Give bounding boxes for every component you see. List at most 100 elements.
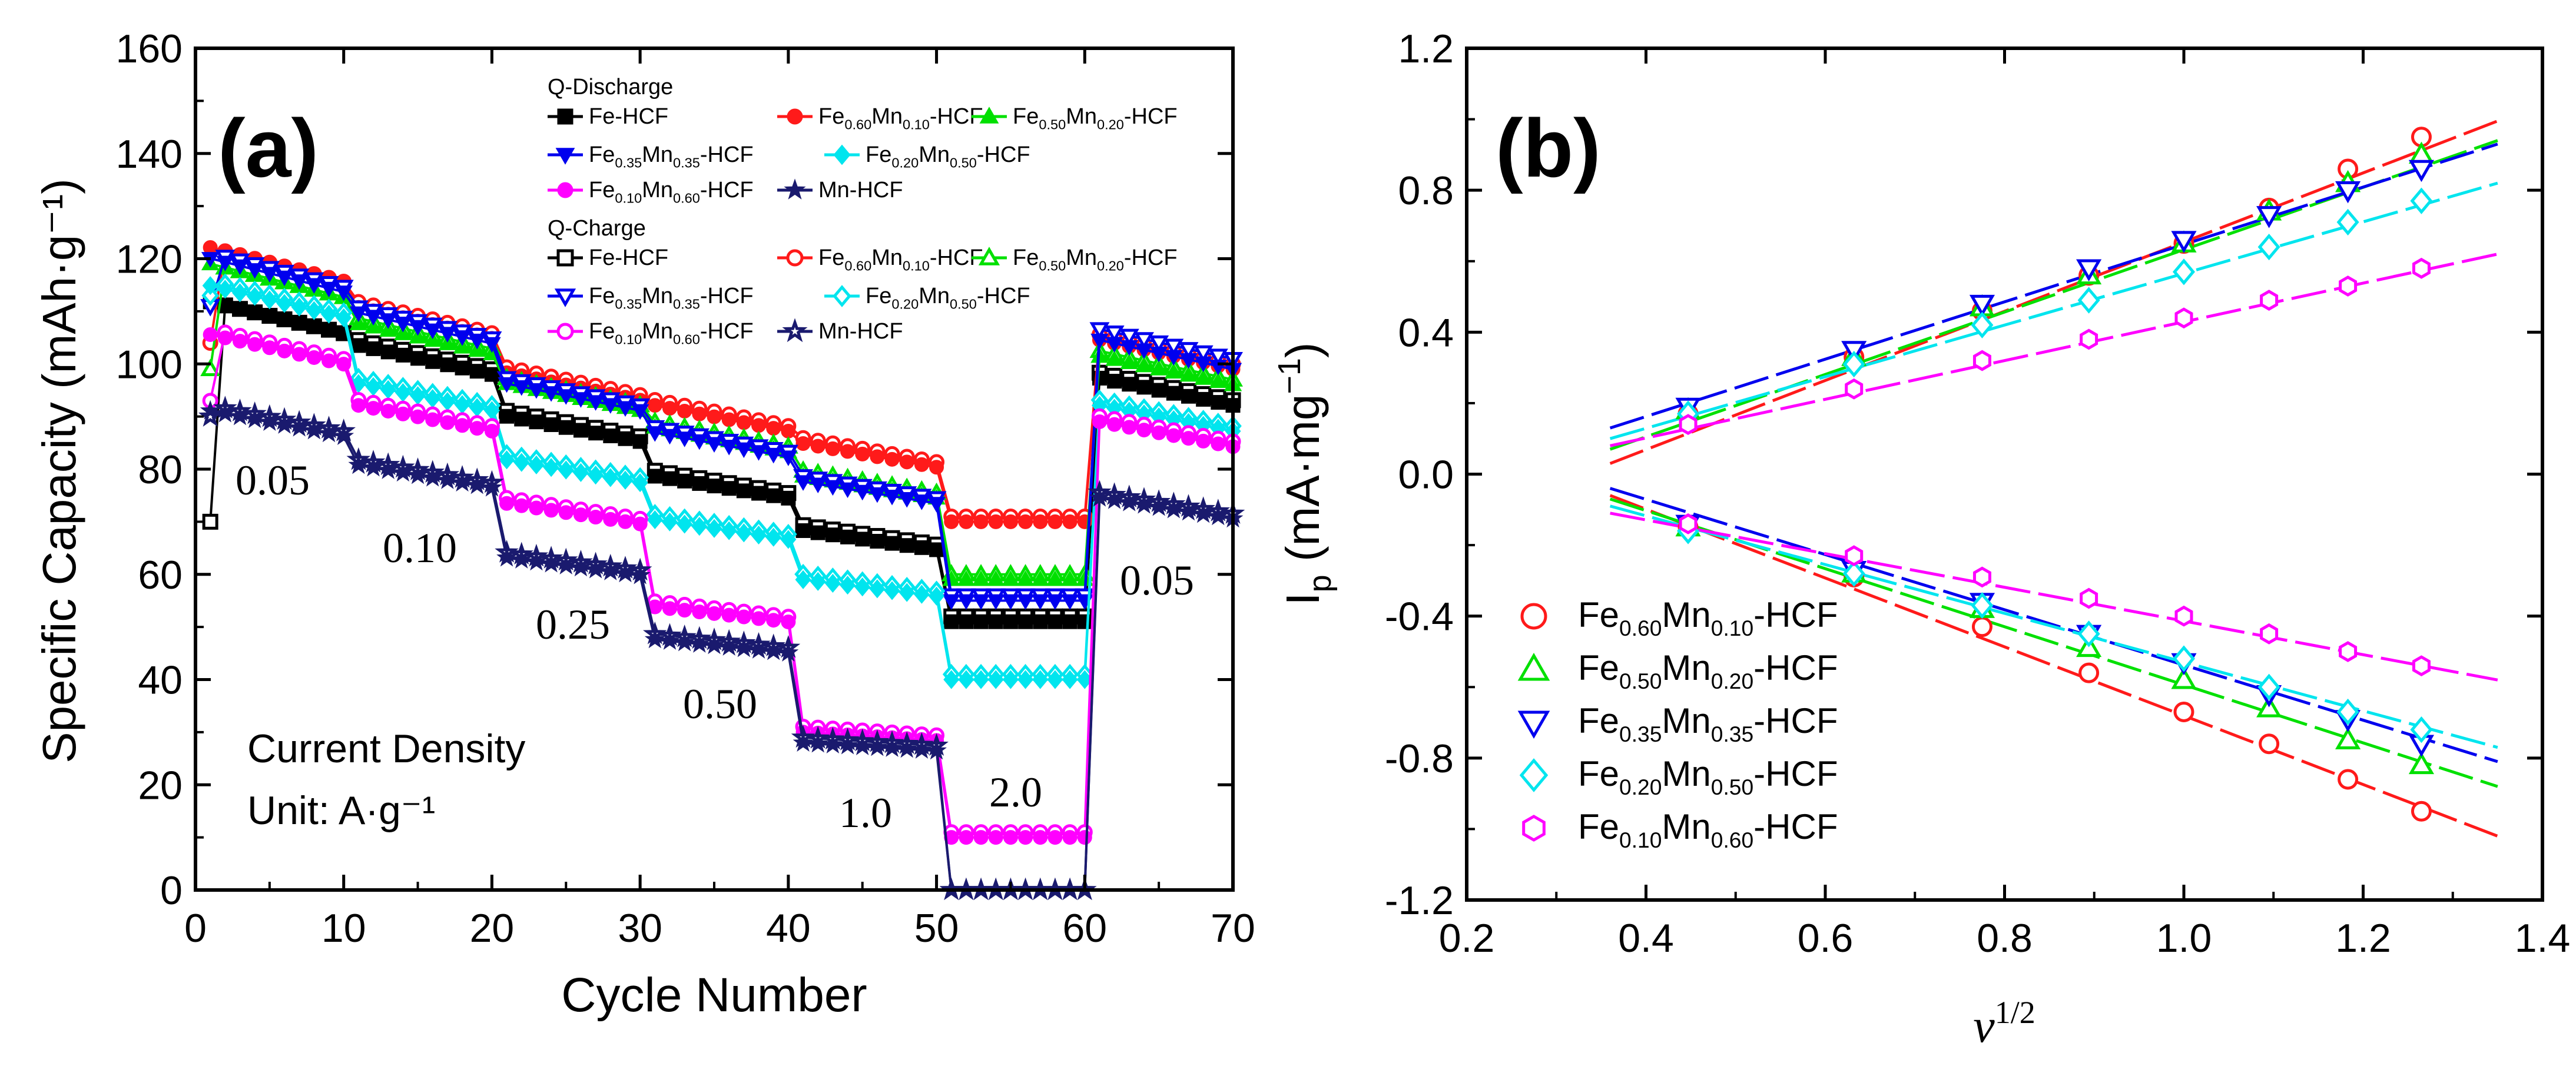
panel-b-x-axis-title: ν1/2 [1973, 995, 2035, 1052]
b-legend-label: Fe0.20Mn0.50-HCF [1578, 754, 1838, 799]
discharge-point [455, 418, 470, 433]
discharge-point [1163, 499, 1184, 519]
panel-a-ticks [194, 47, 1235, 892]
discharge-point [440, 415, 455, 430]
a-x-tick-label: 0 [184, 906, 207, 951]
a-legend-label: Fe0.10Mn0.60-HCF [589, 178, 754, 206]
discharge-point [1017, 670, 1034, 689]
discharge-point [274, 414, 295, 434]
charge-point [1119, 328, 1139, 347]
a-legend-label: Fe-HCF [589, 104, 668, 129]
discharge-point [794, 475, 813, 491]
discharge-point [780, 530, 797, 549]
discharge-point [973, 670, 989, 689]
discharge-point [1122, 377, 1137, 392]
a-legend-swatch-marker [979, 107, 999, 124]
discharge-point [795, 523, 811, 538]
discharge-point [514, 498, 529, 513]
discharge-point [499, 409, 515, 424]
discharge-point [988, 514, 1003, 529]
discharge-point [1120, 353, 1139, 370]
discharge-point [1031, 570, 1050, 586]
discharge-point [246, 263, 264, 279]
discharge-point [351, 338, 366, 353]
a-x-tick-label: 30 [618, 906, 662, 951]
discharge-point [926, 740, 947, 760]
discharge-point [216, 255, 234, 271]
discharge-point [1178, 501, 1199, 521]
cathodic-point [2173, 701, 2194, 722]
cathodic-point [2335, 727, 2361, 749]
b-x-tick-label: 1.0 [2156, 916, 2212, 961]
a-y-tick-label: 60 [138, 553, 183, 597]
discharge-point [498, 377, 516, 393]
a-legend-label: Fe0.35Mn0.35-HCF [589, 284, 754, 312]
discharge-point [751, 486, 767, 501]
a-y-tick-label: 120 [116, 237, 183, 282]
discharge-point [929, 460, 944, 475]
panel-b-y-axis-title: Ip (mA·mg−1) [1272, 342, 1338, 605]
legend-group-discharge: Q-Discharge [548, 75, 673, 99]
anodic-point [2174, 307, 2193, 329]
discharge-point [349, 314, 368, 330]
cathodic-point [1842, 560, 1865, 587]
discharge-point [913, 494, 931, 510]
a-x-tick-label: 40 [766, 906, 811, 951]
discharge-point [555, 554, 576, 574]
discharge-point [674, 632, 695, 652]
discharge-point [896, 738, 917, 758]
a-legend-label: Fe0.60Mn0.10-HCF [818, 104, 983, 132]
discharge-point [453, 330, 472, 346]
discharge-point [1209, 372, 1228, 388]
discharge-point [1047, 670, 1063, 689]
discharge-point [349, 306, 368, 323]
a-legend-swatch-marker [555, 148, 575, 165]
discharge-point [585, 559, 606, 579]
b-x-tick-label: 1.2 [2335, 916, 2391, 961]
discharge-point [707, 606, 722, 621]
charge-point [1104, 325, 1125, 343]
rate-label-7: 0.05 [1120, 557, 1194, 604]
anodic-point [2257, 233, 2280, 261]
b-y-tick-label: 1.2 [1398, 26, 1454, 71]
cathodic-point [1971, 592, 1994, 619]
discharge-point [1077, 830, 1092, 845]
discharge-point [1179, 366, 1198, 382]
discharge-point [957, 570, 976, 586]
b-x-tick-label: 0.2 [1439, 916, 1495, 961]
discharge-point [735, 523, 752, 543]
cathodic-point [1972, 566, 1991, 588]
discharge-point [247, 337, 263, 352]
discharge-point [840, 444, 856, 459]
anodic-point [1845, 378, 1864, 400]
discharge-point [528, 455, 545, 474]
discharge-point [854, 577, 871, 597]
cathodic-point [2408, 752, 2435, 775]
discharge-point [1047, 830, 1063, 845]
discharge-point [721, 521, 737, 540]
discharge-point [366, 341, 381, 356]
discharge-point [1016, 594, 1035, 610]
discharge-point [837, 735, 858, 755]
discharge-point [321, 304, 337, 324]
a-legend-label: Mn-HCF [818, 178, 903, 202]
rate-label-4: 0.50 [683, 680, 757, 728]
discharge-point [423, 331, 442, 347]
discharge-point [259, 411, 280, 431]
discharge-point [1196, 433, 1211, 449]
discharge-point [366, 401, 381, 416]
discharge-point [1148, 496, 1169, 516]
cathodic-point [1971, 616, 1992, 637]
discharge-point [482, 477, 502, 497]
discharge-point [647, 398, 662, 413]
anodic-point [1679, 414, 1698, 435]
discharge-point [644, 629, 665, 649]
discharge-point [662, 601, 677, 616]
discharge-point [394, 316, 412, 333]
discharge-point [276, 294, 293, 313]
discharge-point [1003, 614, 1018, 629]
cathodic-point [2172, 645, 2196, 672]
discharge-point [365, 377, 382, 396]
a-legend-swatch-marker [786, 249, 804, 267]
discharge-point [781, 615, 796, 630]
